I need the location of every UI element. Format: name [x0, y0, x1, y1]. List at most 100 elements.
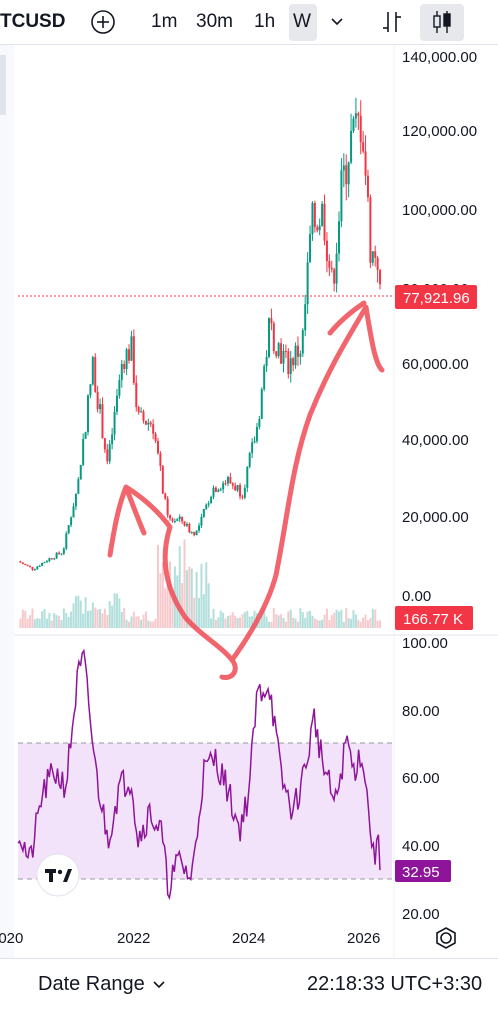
rsi-label-80: 80.00: [402, 703, 440, 720]
candle-body: [359, 115, 362, 143]
volume-bar: [202, 594, 205, 628]
chart-area[interactable]: 140,000.00 120,000.00 100,000.00 80,000.…: [0, 45, 498, 958]
active-interval-highlight: [289, 4, 317, 41]
candle-body: [118, 380, 121, 396]
volume-bar: [149, 621, 152, 628]
candle-body: [86, 395, 89, 433]
interval-1h[interactable]: 1h: [254, 11, 276, 32]
volume-bar: [212, 608, 215, 628]
volume-bar: [251, 616, 254, 628]
volume-bar: [41, 611, 44, 628]
volume-bar: [91, 602, 94, 628]
gear-icon[interactable]: [436, 927, 456, 949]
volume-bar: [289, 609, 292, 628]
volume-bar: [19, 618, 22, 628]
candle-body: [280, 343, 283, 364]
candle-body: [333, 269, 336, 284]
candle-body: [195, 530, 198, 536]
candle-body: [142, 411, 145, 421]
candle-body: [296, 345, 299, 357]
volume-bar: [340, 609, 343, 628]
volume-bar: [164, 588, 167, 628]
volume-bar: [132, 611, 135, 628]
price-label-140k: 140,000.00: [402, 49, 477, 66]
candle-body: [347, 162, 350, 185]
volume-bar: [321, 619, 324, 628]
volume-bar: [45, 618, 48, 628]
candlestick-icon[interactable]: [430, 9, 454, 35]
candle-body: [376, 257, 379, 270]
volume-bar: [248, 616, 251, 628]
interval-1m[interactable]: 1m: [151, 11, 178, 32]
candle-body: [91, 357, 94, 385]
volume-bar: [89, 610, 92, 628]
volume-bar: [323, 614, 326, 628]
symbol-name[interactable]: TCUSD: [0, 11, 66, 32]
date-range-button[interactable]: Date Range: [38, 973, 145, 995]
candle-body: [371, 251, 374, 263]
tradingview-logo[interactable]: [36, 853, 80, 897]
candle-body: [43, 562, 46, 564]
candle-body: [188, 523, 191, 533]
volume-bar: [224, 618, 227, 628]
volume-bar: [357, 619, 360, 628]
volume-bar: [268, 621, 271, 628]
volume-bar: [26, 618, 29, 628]
candle-body: [29, 565, 32, 567]
candle-body: [323, 203, 326, 241]
candle-body: [185, 523, 188, 526]
interval-w[interactable]: W: [293, 11, 311, 32]
volume-bar: [169, 561, 172, 628]
volume-bar: [369, 618, 372, 628]
candle-body: [50, 558, 53, 560]
candle-body: [282, 350, 285, 364]
scroll-handle[interactable]: [0, 55, 6, 115]
volume-bar: [354, 614, 357, 628]
volume-tag: [395, 606, 473, 630]
candle-body: [289, 358, 292, 374]
volume-bar: [135, 616, 138, 628]
chevron-down-icon[interactable]: [330, 16, 344, 28]
volume-bar: [296, 621, 299, 628]
volume-bar: [188, 566, 191, 628]
price-label-20k: 20,000.00: [402, 509, 469, 526]
volume-bar: [166, 581, 169, 628]
candle-body: [58, 552, 61, 555]
candle-body: [255, 426, 258, 442]
plus-circle-icon[interactable]: [90, 9, 116, 35]
candle-body: [241, 496, 244, 498]
candles: [19, 97, 382, 571]
volume-bar: [333, 612, 336, 628]
candle-body: [159, 453, 162, 467]
volume-bar: [24, 611, 27, 628]
candle-body: [77, 479, 80, 494]
volume-bar: [120, 611, 123, 628]
clock-timezone[interactable]: 22:18:33 UTC+3:30: [307, 973, 483, 995]
volume-bar: [67, 616, 70, 628]
volume-bar: [72, 603, 75, 628]
x-label-2022: 2022: [117, 930, 150, 947]
candle-body: [62, 548, 65, 554]
volume-bar: [55, 615, 58, 628]
volume-bar: [53, 612, 56, 628]
candle-body: [101, 404, 104, 439]
bar-chart-icon[interactable]: [380, 9, 404, 35]
candle-body: [164, 493, 167, 499]
volume-bar: [70, 611, 73, 628]
candle-body: [268, 318, 271, 358]
candle-body: [338, 221, 341, 254]
interval-30m[interactable]: 30m: [196, 11, 233, 32]
candle-body: [193, 531, 196, 536]
volume-bar: [366, 620, 369, 628]
volume-bar: [118, 598, 121, 628]
candle-body: [299, 353, 302, 357]
candle-body: [304, 304, 307, 331]
volume-bar: [214, 619, 217, 628]
candle-body: [248, 453, 251, 467]
volume-bar: [111, 605, 114, 628]
candle-body: [178, 516, 181, 520]
rsi-label-100: 100.00: [402, 635, 448, 652]
candle-body: [94, 357, 97, 392]
chevron-down-icon[interactable]: [152, 979, 166, 991]
x-label-2026: 2026: [347, 930, 380, 947]
